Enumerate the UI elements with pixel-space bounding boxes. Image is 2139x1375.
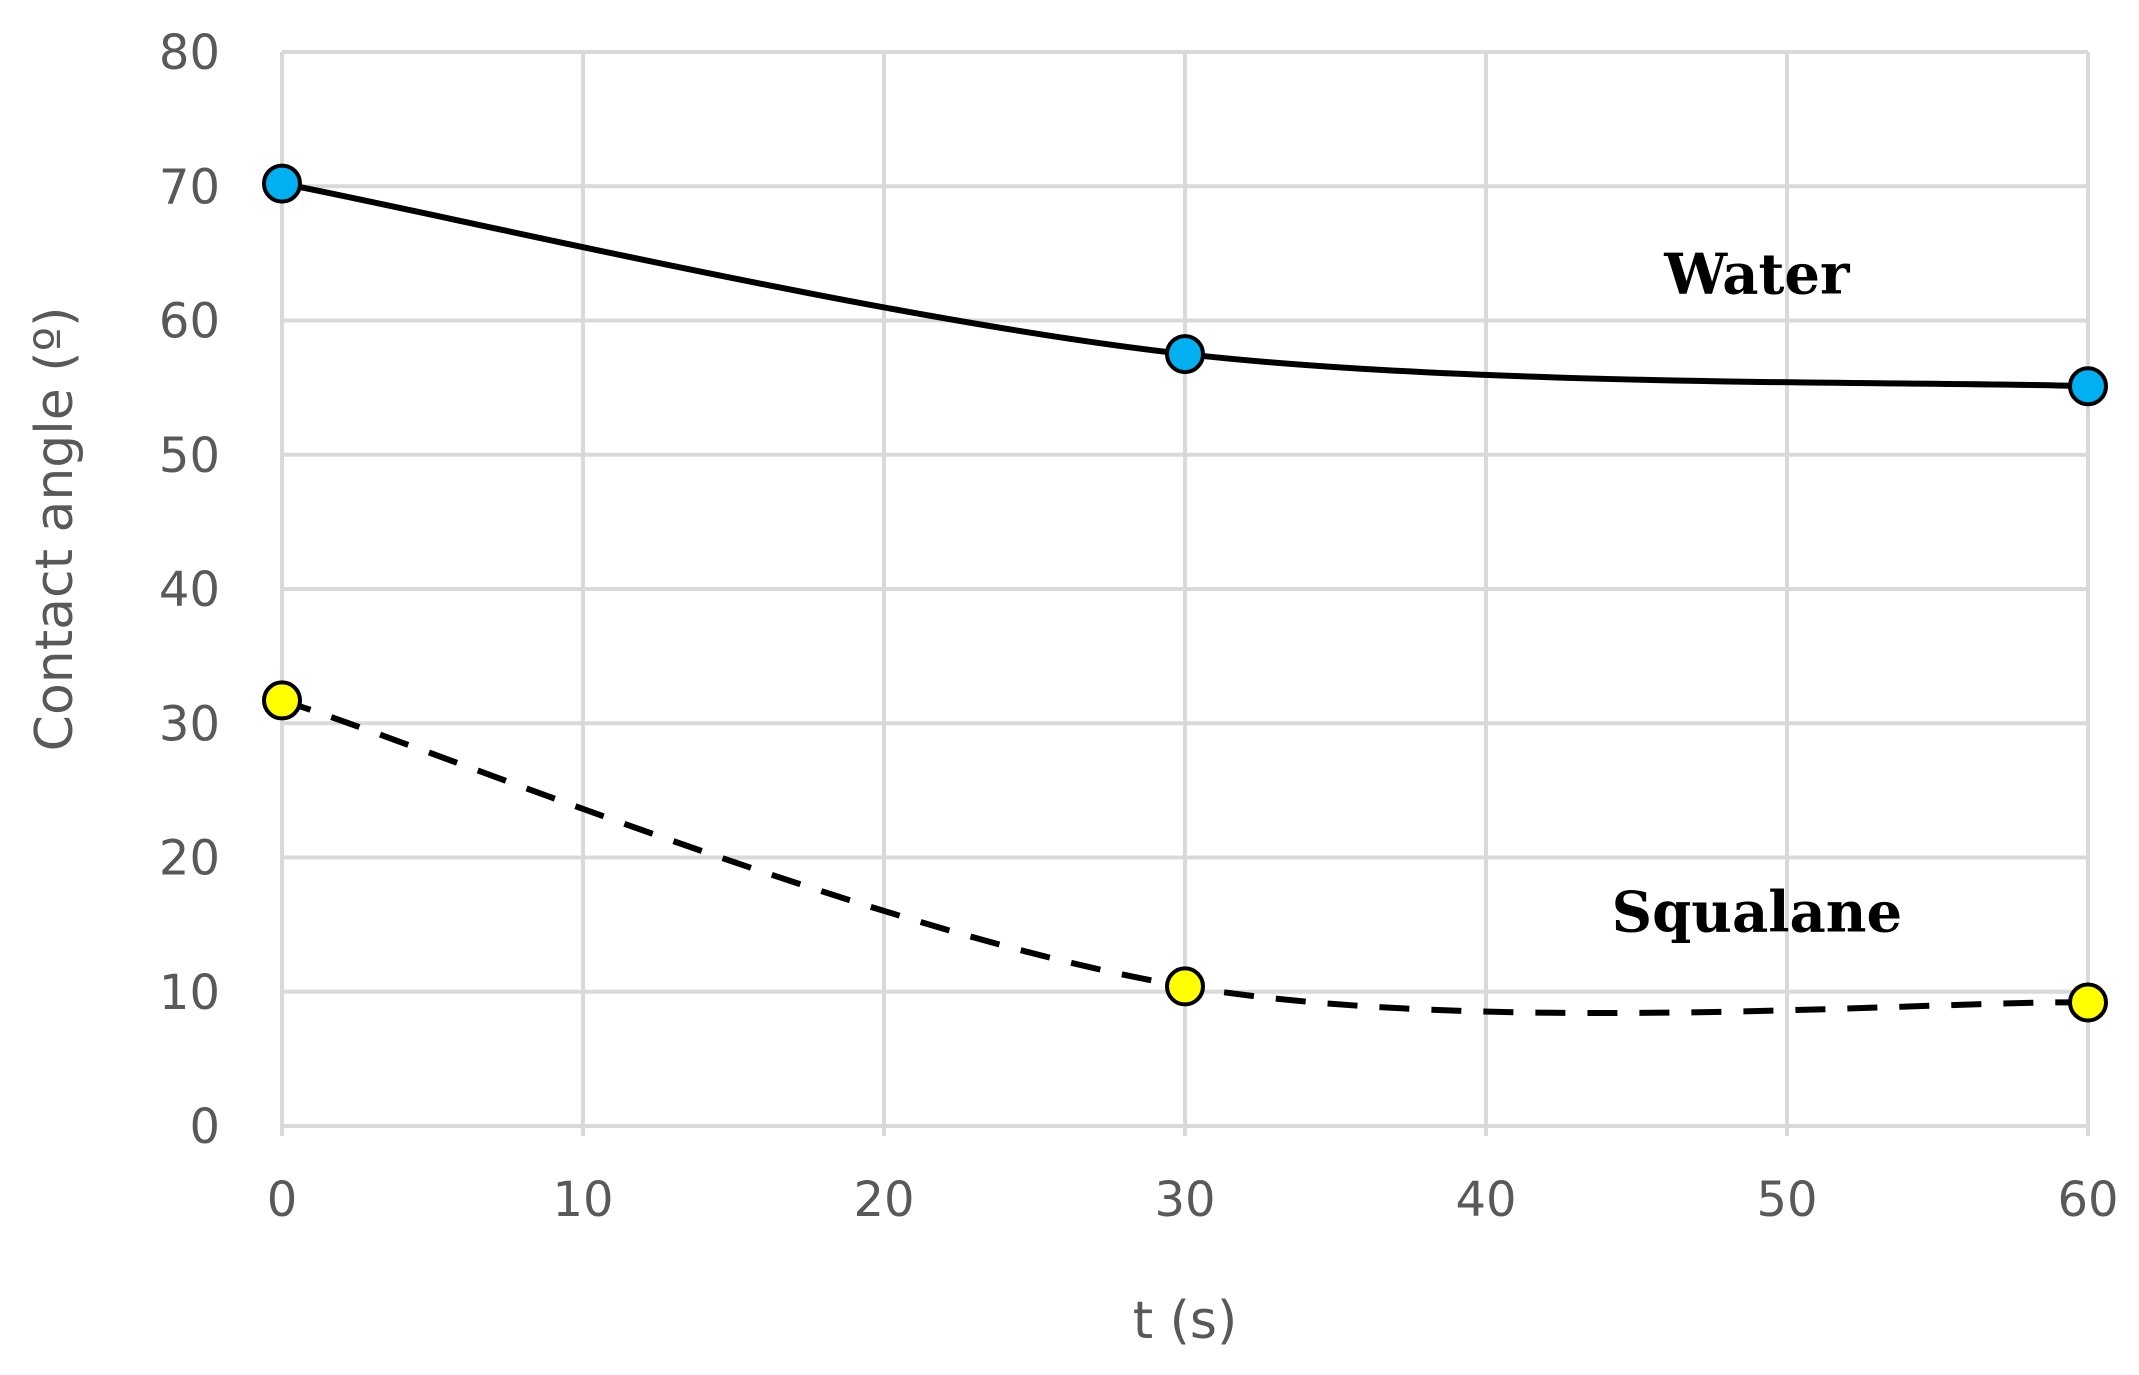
series-labels: Water Squalane bbox=[1612, 242, 1903, 946]
x-tick-label: 50 bbox=[1756, 1172, 1817, 1228]
x-tick-labels: 0 10 20 30 40 50 60 bbox=[267, 1172, 2119, 1228]
series-label-water: Water bbox=[1663, 242, 1851, 308]
y-tick-label: 50 bbox=[159, 428, 220, 484]
y-tick-label: 60 bbox=[159, 294, 220, 350]
gridlines bbox=[282, 50, 2090, 1126]
y-tick-label: 20 bbox=[159, 831, 220, 887]
y-tick-label: 10 bbox=[159, 965, 220, 1021]
series-markers bbox=[262, 163, 2108, 1023]
data-point-squalane bbox=[2068, 982, 2108, 1023]
axes bbox=[280, 52, 2090, 1136]
data-point-squalane bbox=[262, 680, 302, 721]
y-tick-label: 40 bbox=[159, 562, 220, 618]
y-tick-label: 0 bbox=[189, 1099, 220, 1155]
data-point-water bbox=[262, 163, 302, 204]
x-tick-label: 60 bbox=[2057, 1172, 2118, 1228]
y-tick-label: 30 bbox=[159, 696, 220, 752]
x-tick-label: 40 bbox=[1455, 1172, 1516, 1228]
x-tick-label: 10 bbox=[552, 1172, 613, 1228]
y-tick-labels: 0 10 20 30 40 50 60 70 80 bbox=[159, 25, 220, 1155]
y-tick-label: 80 bbox=[159, 25, 220, 81]
y-axis-title: Contact angle (º) bbox=[25, 307, 85, 752]
x-axis-title: t (s) bbox=[1133, 1291, 1238, 1351]
series-label-squalane: Squalane bbox=[1612, 879, 1903, 945]
data-point-water bbox=[1165, 334, 1205, 375]
y-tick-label: 70 bbox=[159, 159, 220, 215]
x-tick-label: 0 bbox=[267, 1172, 298, 1228]
x-tick-label: 30 bbox=[1154, 1172, 1215, 1228]
data-point-squalane bbox=[1165, 966, 1205, 1007]
x-tick-label: 20 bbox=[853, 1172, 914, 1228]
data-point-water bbox=[2068, 366, 2108, 407]
